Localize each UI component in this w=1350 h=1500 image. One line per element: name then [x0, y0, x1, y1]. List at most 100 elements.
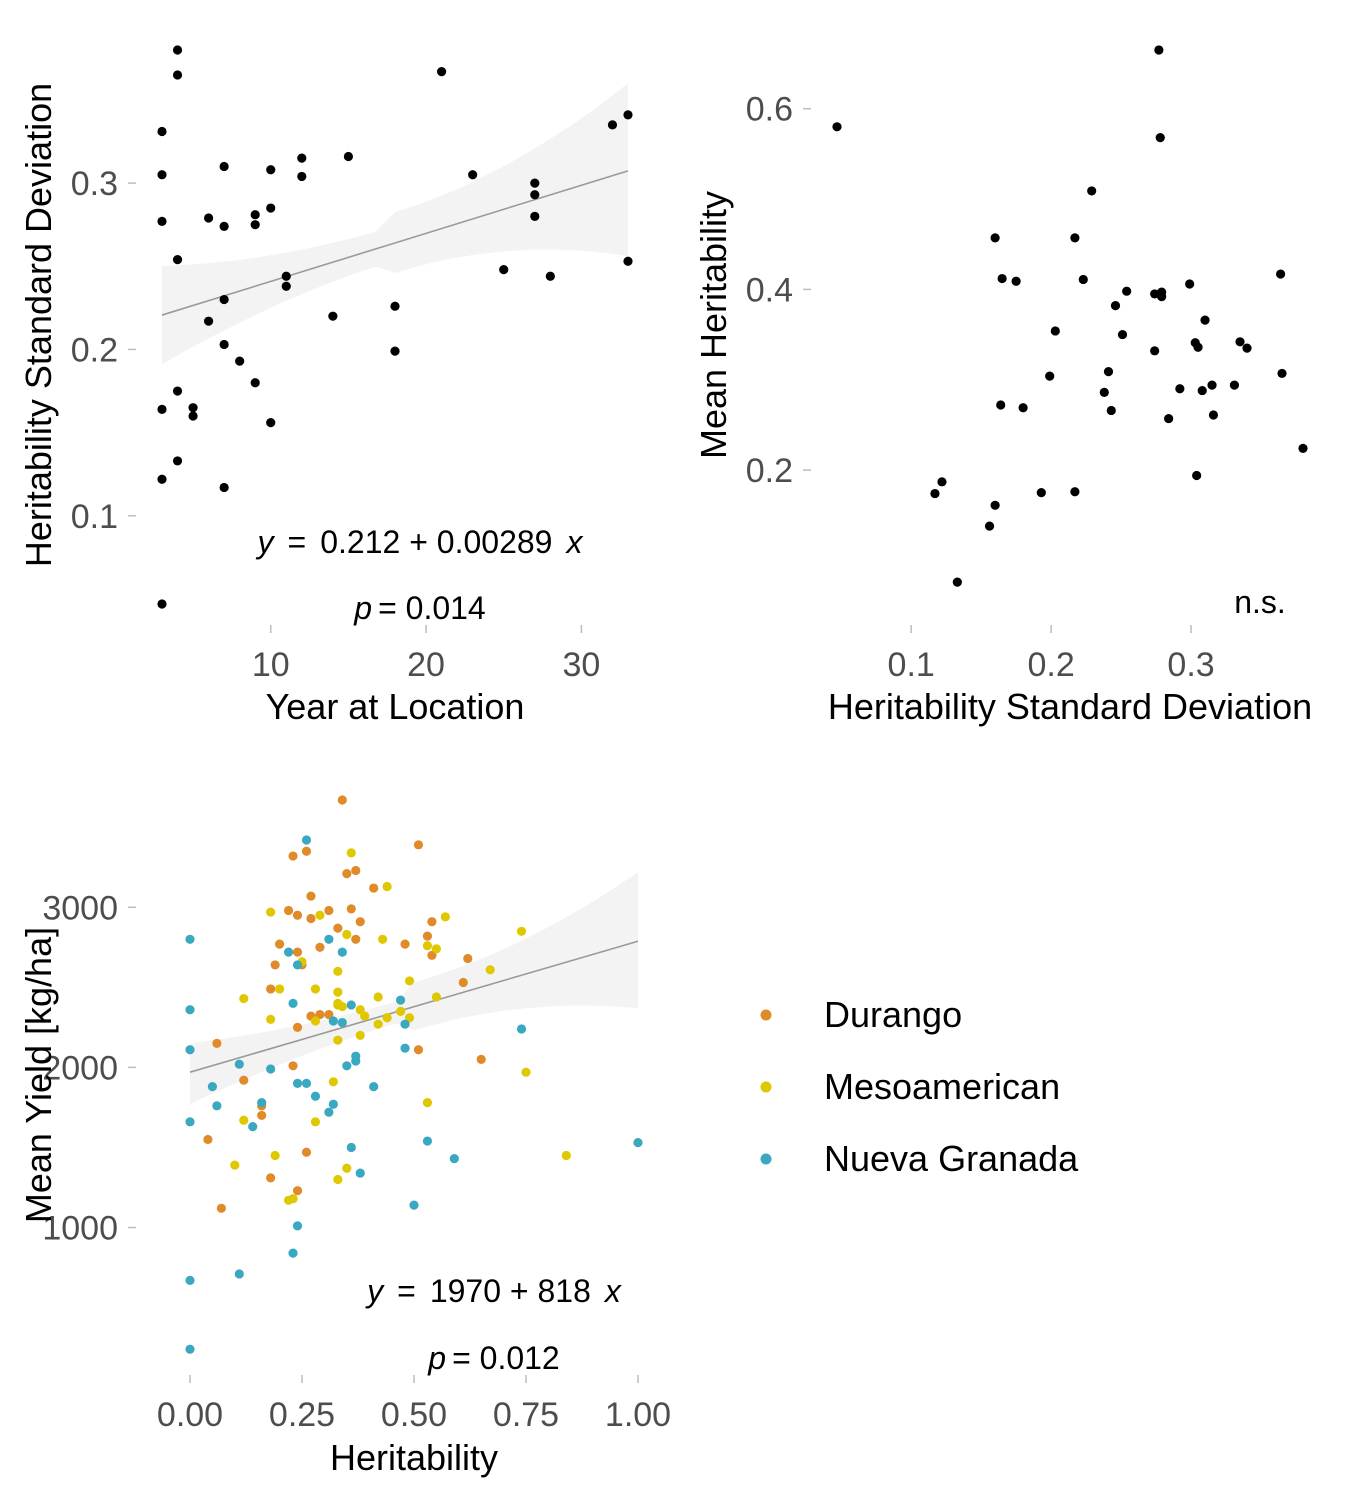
y-tick-label: 3000	[42, 889, 118, 927]
data-point-mesoamerican	[485, 965, 495, 975]
x-tick-label: 30	[562, 646, 600, 684]
data-point-durango	[239, 1075, 249, 1085]
data-point	[930, 488, 940, 499]
panel-a-equation: y = 0.212 + 0.00289 x	[256, 524, 584, 560]
data-point	[172, 255, 183, 265]
data-point	[157, 599, 167, 609]
data-point-nueva-granada	[257, 1098, 267, 1108]
data-point-durango	[275, 939, 285, 949]
data-point-durango	[355, 917, 365, 927]
data-point-nueva-granada	[342, 1061, 352, 1071]
data-point	[204, 213, 214, 223]
data-point	[1208, 410, 1219, 420]
data-point	[1242, 343, 1252, 353]
x-tick-label: 20	[407, 646, 445, 684]
data-point	[204, 316, 214, 326]
data-point	[1099, 387, 1109, 397]
confidence-band	[190, 872, 638, 1105]
y-tick-label: 0.4	[746, 271, 793, 309]
data-point-mesoamerican	[266, 907, 276, 917]
data-point	[157, 474, 167, 484]
data-point-mesoamerican	[337, 1001, 347, 1012]
data-point-durango	[257, 1110, 267, 1121]
regression-line	[189, 940, 639, 1073]
data-point-mesoamerican	[355, 1030, 365, 1040]
panel-a-p-value: p = 0.014	[353, 590, 485, 626]
data-point	[1078, 274, 1088, 285]
data-point	[297, 153, 307, 163]
data-point-mesoamerican	[431, 944, 441, 954]
data-point-nueva-granada	[185, 1005, 195, 1015]
data-point-mesoamerican	[378, 934, 388, 944]
data-point-nueva-granada	[516, 1024, 527, 1034]
data-point-nueva-granada	[633, 1138, 643, 1148]
data-point-nueva-granada	[328, 1016, 338, 1026]
data-point-mesoamerican	[310, 1016, 321, 1026]
data-point	[1276, 269, 1286, 279]
data-point-durango	[413, 1045, 424, 1055]
data-point	[1011, 276, 1021, 286]
data-point	[390, 346, 400, 356]
x-tick-label: 0.2	[1027, 646, 1074, 684]
data-point-mesoamerican	[404, 1013, 415, 1023]
data-point	[250, 220, 260, 230]
y-tick-label: 0.3	[71, 165, 118, 203]
data-point-nueva-granada	[337, 1017, 347, 1028]
data-point-nueva-granada	[185, 1117, 195, 1127]
panel-a-y-axis-title: Heritability Standard Deviation	[18, 83, 59, 567]
data-point-nueva-granada	[351, 1056, 361, 1066]
data-point-nueva-granada	[248, 1122, 258, 1132]
data-point-nueva-granada	[292, 1221, 303, 1231]
data-point	[219, 339, 229, 350]
y-tick-label: 0.6	[746, 91, 793, 129]
panel-c-x-axis-title: Heritability	[330, 1437, 498, 1478]
legend-marker-mesoamerican	[760, 1081, 772, 1093]
data-point-durango	[306, 891, 316, 901]
data-point-mesoamerican	[373, 1019, 383, 1029]
data-point-durango	[427, 950, 437, 960]
data-point-durango	[333, 923, 343, 933]
data-point-nueva-granada	[185, 934, 195, 944]
data-point-mesoamerican	[333, 987, 343, 997]
x-tick-label: 0.00	[157, 1396, 223, 1434]
data-point	[281, 281, 291, 291]
data-point-mesoamerican	[230, 1160, 240, 1170]
data-point-mesoamerican	[346, 848, 356, 858]
data-point	[281, 271, 291, 281]
data-point-nueva-granada	[324, 1107, 334, 1117]
data-point-durango	[292, 947, 303, 957]
panel-a-x-axis-title: Year at Location	[266, 686, 525, 727]
data-point	[984, 521, 995, 531]
data-point	[937, 477, 947, 487]
panel-b-sd-vs-mean: 0.1 0.2 0.3 0.2 0.4 0.6 Heritability Standar…	[693, 45, 1312, 727]
data-point	[219, 294, 229, 305]
data-point-durango	[283, 905, 294, 916]
data-point-mesoamerican	[422, 941, 433, 951]
data-point-mesoamerican	[283, 1195, 294, 1205]
y-tick-label: 0.1	[71, 498, 118, 536]
data-point-durango	[458, 977, 468, 988]
panel-c-y-axis-title: Mean Yield [kg/ha]	[18, 927, 59, 1223]
data-point-mesoamerican	[561, 1150, 571, 1161]
legend-label-nueva-granada: Nueva Granada	[824, 1138, 1079, 1179]
data-point	[297, 171, 307, 182]
data-point	[1207, 380, 1217, 390]
data-point-nueva-granada	[400, 1019, 410, 1029]
data-point-nueva-granada	[283, 947, 294, 957]
x-tick-label: 0.1	[888, 646, 935, 684]
panel-b-x-axis-title: Heritability Standard Deviation	[828, 686, 1312, 727]
legend-marker-nueva-granada	[760, 1153, 772, 1165]
x-tick-label: 10	[252, 646, 290, 684]
data-point-durango	[292, 1186, 303, 1196]
data-point-nueva-granada	[324, 934, 334, 944]
data-point-nueva-granada	[301, 835, 312, 845]
data-point-durango	[301, 846, 312, 856]
data-point	[266, 418, 276, 428]
data-point	[172, 456, 183, 466]
data-point	[172, 45, 183, 55]
data-point	[188, 403, 198, 413]
data-point-durango	[422, 931, 433, 941]
data-point-durango	[270, 960, 280, 970]
data-point-durango	[463, 953, 473, 964]
data-point-durango	[288, 1061, 298, 1071]
